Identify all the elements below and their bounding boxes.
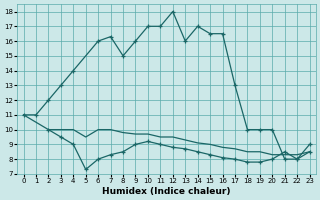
X-axis label: Humidex (Indice chaleur): Humidex (Indice chaleur) [102, 187, 231, 196]
